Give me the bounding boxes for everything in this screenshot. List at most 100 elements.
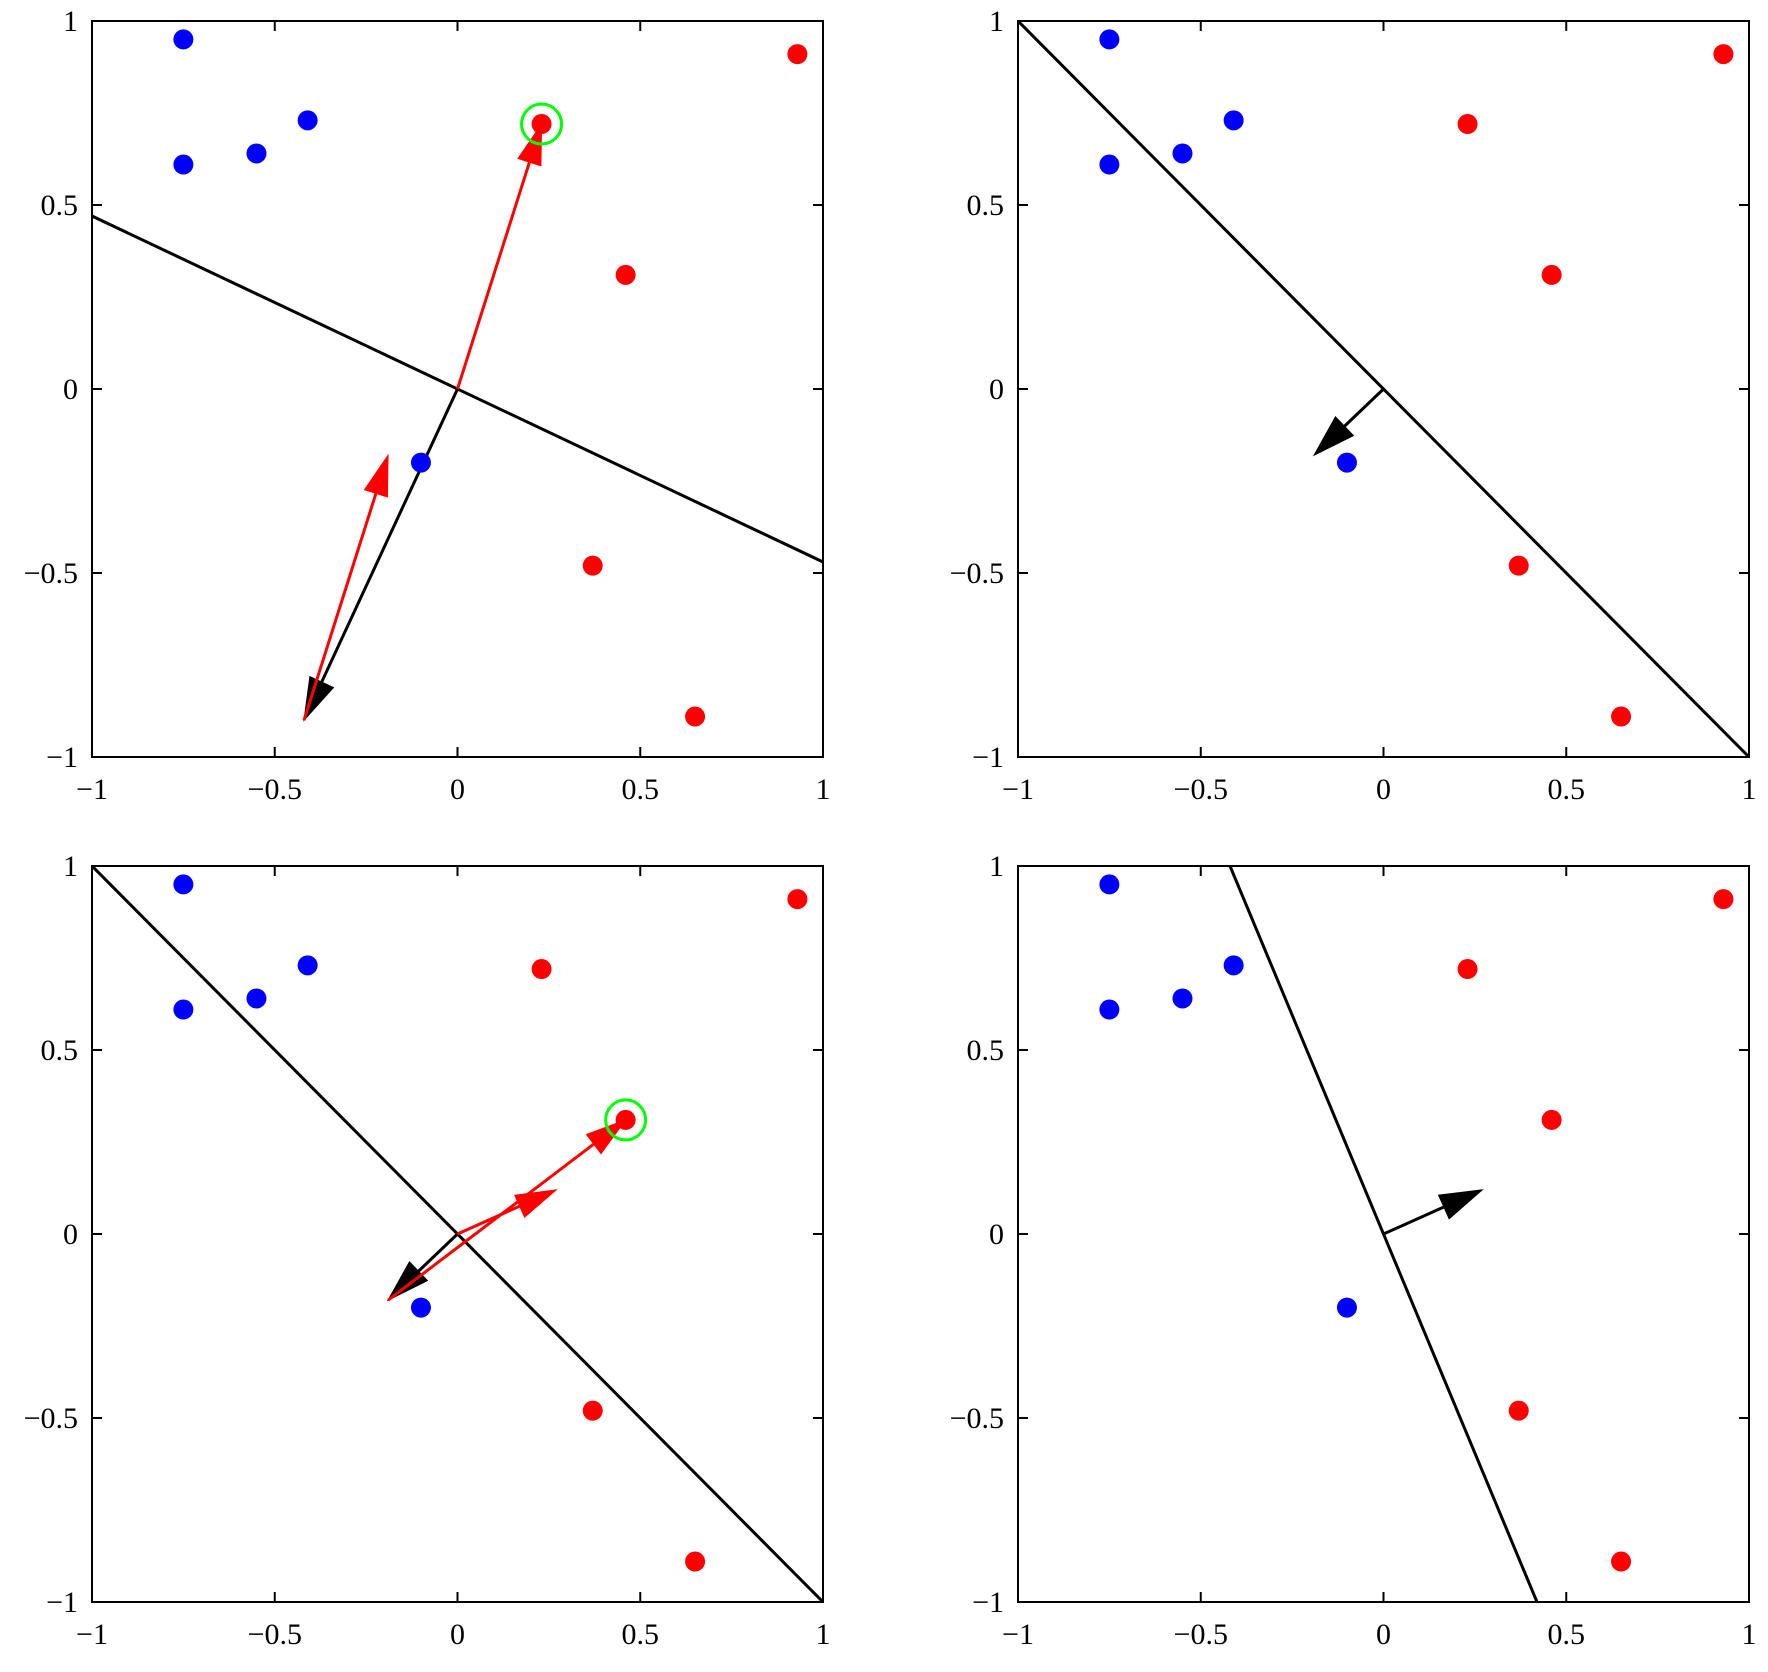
y-tick-label: −0.5 — [950, 557, 1004, 590]
x-tick-label: 0.5 — [1548, 1618, 1586, 1651]
data-point-class_a — [297, 110, 318, 131]
data-point-class_a — [1099, 999, 1120, 1020]
plot-area — [92, 29, 823, 727]
update-vector-arrow-head — [363, 453, 389, 498]
highlight-ring — [520, 102, 564, 146]
panel-bottom-left: −1 −0.5 0 0.5 1 −1 −0.5 0 0.5 1 — [24, 850, 831, 1651]
weight-vector-arrow-shaft — [1343, 387, 1385, 428]
axes-frame — [91, 865, 824, 1603]
data-point-class_a — [1223, 110, 1244, 131]
y-tick-label: −1 — [972, 1586, 1004, 1619]
data-point-class_b — [1713, 889, 1734, 910]
data-point-class_b — [1611, 1551, 1632, 1572]
data-point-class_b — [1508, 555, 1529, 576]
y-tick-label: −1 — [46, 1586, 78, 1619]
axes-frame — [91, 20, 824, 758]
x-tick-label: 0.5 — [1548, 773, 1586, 806]
data-point-class_a — [173, 999, 194, 1020]
weight-vector-arrow-shaft — [417, 1232, 459, 1273]
y-tick-label: −0.5 — [950, 1402, 1004, 1435]
axes-frame — [1017, 865, 1750, 1603]
data-point-class_a — [1172, 988, 1193, 1009]
y-tick-label: 0.5 — [41, 189, 79, 222]
x-tick-label: −1 — [1002, 773, 1034, 806]
plot-area — [1099, 866, 1734, 1602]
weight-vector-arrow-head — [303, 675, 335, 722]
data-point-class_b — [787, 44, 808, 65]
x-tick-label: 0 — [1376, 1618, 1391, 1651]
y-tick-label: 1 — [63, 5, 78, 38]
data-point-class_a — [410, 452, 431, 473]
x-tick-label: −0.5 — [248, 773, 302, 806]
data-point-class_b — [531, 959, 552, 980]
data-point-class_b — [1541, 1109, 1562, 1130]
x-tick-label: 0.5 — [622, 1618, 660, 1651]
panel-top-left: −1 −0.5 0 0.5 1 −1 −0.5 0 0.5 1 — [24, 5, 831, 806]
data-point-class_a — [246, 143, 267, 164]
x-tick-label: 1 — [816, 773, 831, 806]
y-tick-label: −1 — [972, 741, 1004, 774]
x-tick-label: −1 — [76, 773, 108, 806]
data-point-class_b — [582, 1400, 603, 1421]
data-point-class_b — [1457, 114, 1478, 135]
data-point-class_b — [615, 264, 636, 285]
x-tick-label: 1 — [816, 1618, 831, 1651]
data-point-class_a — [1336, 1297, 1357, 1318]
y-tick-label: −0.5 — [24, 1402, 78, 1435]
data-point-class_a — [1223, 955, 1244, 976]
axes-frame — [1017, 20, 1750, 758]
plot-area — [92, 866, 823, 1602]
data-point-class_a — [173, 29, 194, 50]
data-point-class_a — [297, 955, 318, 976]
data-point-class_b — [1457, 959, 1478, 980]
data-point-class_b — [1508, 1400, 1529, 1421]
data-point-class_a — [410, 1297, 431, 1318]
x-tick-label: 0 — [1376, 773, 1391, 806]
weight-vector-arrow-head — [386, 1261, 429, 1302]
data-point-class_b — [582, 555, 603, 576]
data-point-class_b — [685, 1551, 706, 1572]
x-tick-label: 0.5 — [622, 773, 660, 806]
weight-vector-arrow-shaft — [320, 388, 459, 683]
data-point-class_a — [246, 988, 267, 1009]
data-point-class_a — [173, 874, 194, 895]
data-point-class_a — [1099, 874, 1120, 895]
data-point-class_b — [787, 889, 808, 910]
data-point-class_a — [1099, 29, 1120, 50]
y-tick-label: 0 — [63, 1218, 78, 1251]
data-point-class_a — [173, 154, 194, 175]
data-point-class_b — [1611, 706, 1632, 727]
x-tick-label: 1 — [1742, 773, 1757, 806]
weight-vector-arrow-head — [1312, 416, 1355, 457]
data-point-class_b — [615, 1109, 636, 1130]
panel-top-right: −1 −0.5 0 0.5 1 −1 −0.5 0 0.5 1 — [950, 5, 1757, 806]
weight-vector-arrow-head — [1437, 1189, 1484, 1220]
y-tick-label: 0 — [989, 373, 1004, 406]
plot-area — [1018, 21, 1749, 757]
data-point-class_a — [1099, 154, 1120, 175]
x-tick-label: 0 — [450, 773, 465, 806]
y-tick-label: −1 — [46, 741, 78, 774]
y-tick-label: 1 — [989, 5, 1004, 38]
panel-bottom-right: −1 −0.5 0 0.5 1 −1 −0.5 0 0.5 1 — [950, 850, 1757, 1651]
x-tick-label: 1 — [1742, 1618, 1757, 1651]
x-tick-label: −0.5 — [248, 1618, 302, 1651]
data-point-class_b — [685, 706, 706, 727]
update-vector-arrow-shaft — [387, 1142, 595, 1302]
x-tick-label: −1 — [1002, 1618, 1034, 1651]
y-tick-label: 0 — [989, 1218, 1004, 1251]
data-point-class_a — [1172, 143, 1193, 164]
weight-vector-arrow-shaft — [1382, 1205, 1445, 1236]
update-vector-arrow-shaft — [456, 161, 531, 390]
data-point-class_b — [531, 114, 552, 135]
y-tick-label: 1 — [989, 850, 1004, 883]
y-tick-label: 0.5 — [41, 1034, 79, 1067]
data-point-class_b — [1713, 44, 1734, 65]
y-tick-label: 0.5 — [967, 1034, 1005, 1067]
update-vector-arrow-head — [514, 1189, 558, 1218]
y-tick-label: 1 — [63, 850, 78, 883]
x-tick-label: −0.5 — [1174, 1618, 1228, 1651]
x-tick-label: −1 — [76, 1618, 108, 1651]
highlight-ring — [604, 1098, 648, 1142]
